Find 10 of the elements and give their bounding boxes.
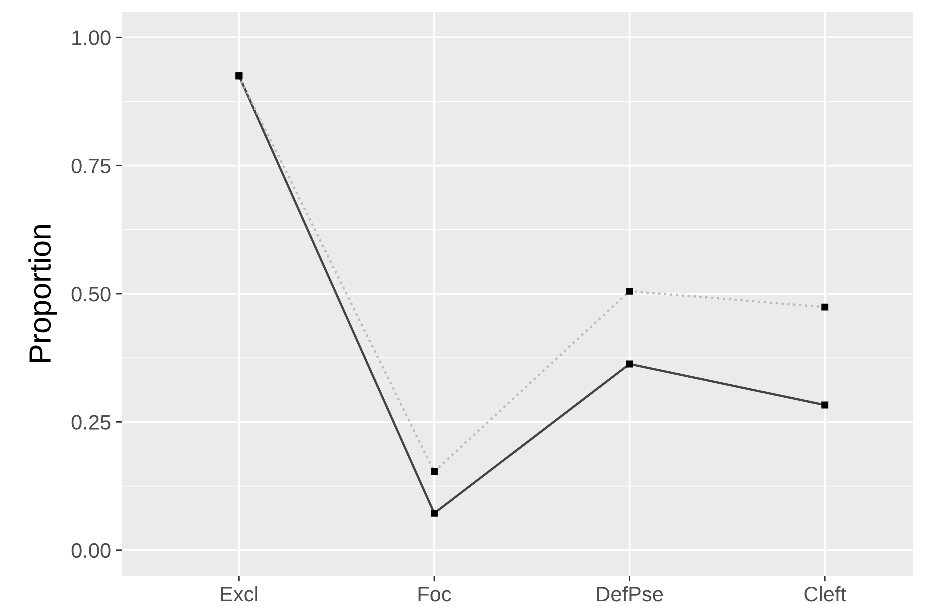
y-tick-label: 1.00 xyxy=(72,30,111,46)
y-tick-label: 0.00 xyxy=(72,543,111,558)
y-tick-label: 0.25 xyxy=(72,415,111,430)
x-tick-label: Excl xyxy=(221,586,258,602)
x-tick-label: Cleft xyxy=(804,586,846,602)
x-tick-label: Foc xyxy=(418,587,452,602)
x-tick-label: DefPse xyxy=(597,586,664,602)
y-axis-title: Proportion xyxy=(28,225,58,362)
y-tick-label: 0.75 xyxy=(72,158,111,174)
y-tick-label: 0.50 xyxy=(72,287,111,302)
